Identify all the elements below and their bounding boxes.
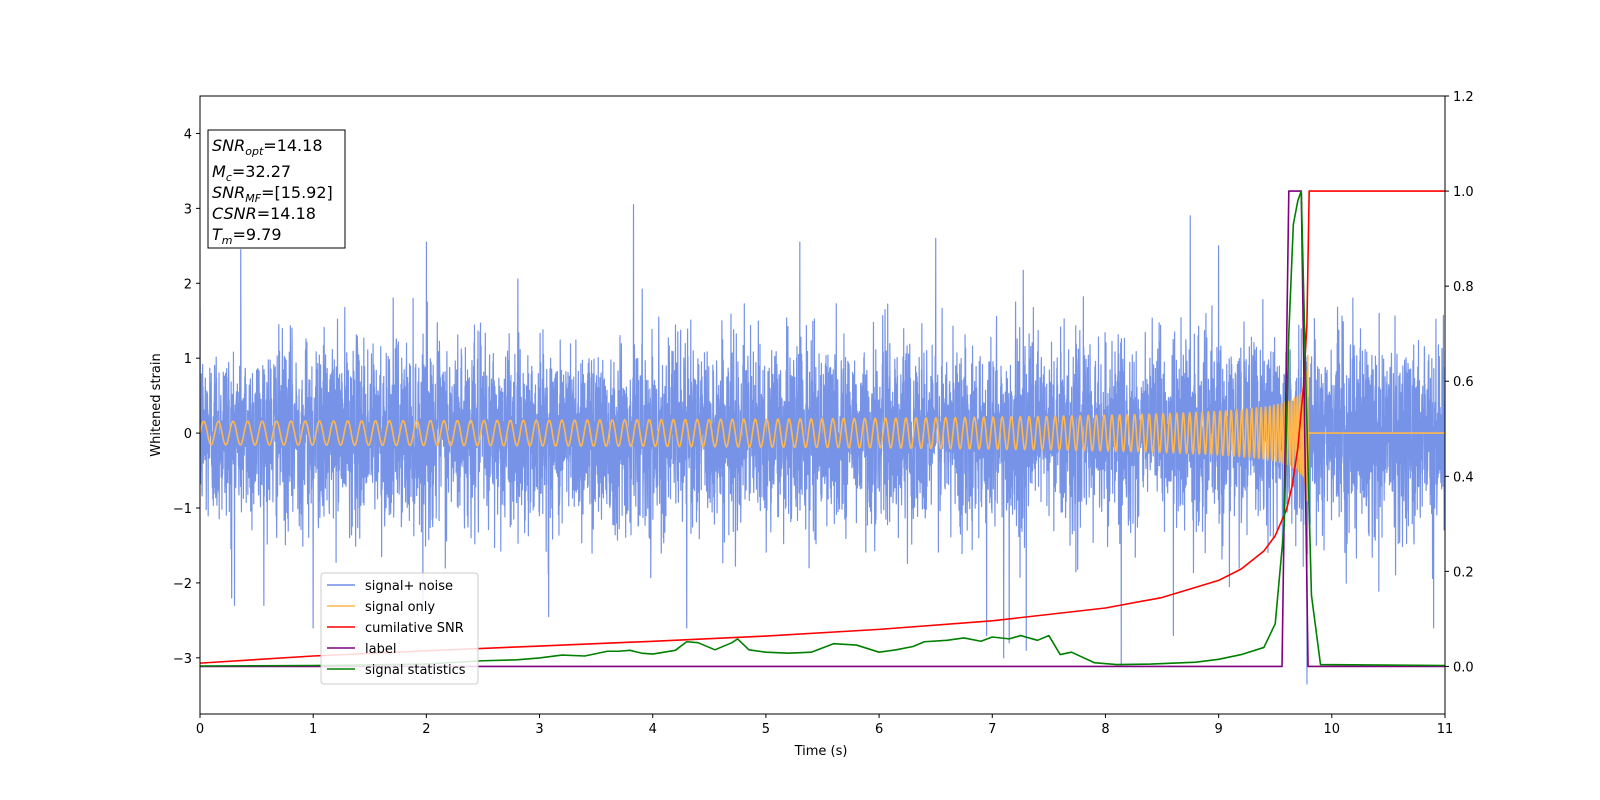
x-tick-label: 7 xyxy=(988,722,996,737)
y-axis-left: −3 −2 −1 0 1 2 3 4 xyxy=(173,127,200,667)
y-right-tick-label: 1.2 xyxy=(1453,90,1474,105)
series-line-signal-statistics xyxy=(200,190,1445,667)
y-left-tick-label: −2 xyxy=(173,577,192,592)
x-tick-label: 3 xyxy=(535,722,543,737)
legend-frame xyxy=(320,572,479,685)
y-left-tick-label: 0 xyxy=(184,427,192,442)
x-tick-label: 10 xyxy=(1324,722,1341,737)
legend-label-label: label xyxy=(365,642,396,657)
x-axis: 0 1 2 3 4 5 6 7 8 9 10 11 xyxy=(196,714,1453,737)
series-line-signal-noise xyxy=(200,204,1445,685)
x-tick-label: 4 xyxy=(649,722,657,737)
y-right-tick-label: 0.4 xyxy=(1453,470,1474,485)
x-tick-label: 5 xyxy=(762,722,770,737)
anno-csnr: CSNR=14.18 xyxy=(212,204,316,223)
y-left-tick-label: 3 xyxy=(184,202,192,217)
x-tick-label: 2 xyxy=(422,722,430,737)
x-tick-label: 11 xyxy=(1437,722,1454,737)
x-tick-label: 9 xyxy=(1214,722,1222,737)
plot-frame xyxy=(199,95,1446,715)
series-line-cumilative-snr xyxy=(200,190,1445,664)
x-tick-label: 6 xyxy=(875,722,883,737)
y-right-tick-label: 1.0 xyxy=(1453,185,1474,200)
anno-tm: Tm=9.79 xyxy=(212,225,282,247)
series-line-signal-only xyxy=(200,354,1445,502)
x-axis-label: Time (s) xyxy=(794,744,848,759)
y-left-tick-label: 4 xyxy=(184,127,192,142)
anno-mc: Mc=32.27 xyxy=(212,162,291,184)
legend-label-signal-noise: signal+ noise xyxy=(365,579,453,594)
y-left-tick-label: 1 xyxy=(184,352,192,367)
legend-label-signal-statistics: signal statistics xyxy=(365,663,466,678)
series-line-label xyxy=(200,190,1445,668)
y-axis-label: Whitened strain xyxy=(149,353,164,456)
y-right-tick-label: 0.2 xyxy=(1453,565,1474,580)
y-right-tick-label: 0.8 xyxy=(1453,280,1474,295)
annotation-frame xyxy=(207,129,346,249)
y-left-tick-label: −3 xyxy=(173,652,192,667)
x-tick-label: 0 xyxy=(196,722,204,737)
annotation-box: SNRopt=14.18 Mc=32.27 SNRMF=[15.92] CSNR… xyxy=(207,129,346,249)
y-left-tick-label: 2 xyxy=(184,277,192,292)
y-right-tick-label: 0.0 xyxy=(1453,660,1474,675)
legend: signal+ noise signal only cumilative SNR… xyxy=(320,572,479,685)
anno-snr-mf: SNRMF=[15.92] xyxy=(212,183,333,205)
y-right-tick-label: 0.6 xyxy=(1453,375,1474,390)
x-tick-label: 8 xyxy=(1101,722,1109,737)
x-tick-label: 1 xyxy=(309,722,317,737)
y-left-tick-label: −1 xyxy=(173,502,192,517)
anno-snr-opt: SNRopt=14.18 xyxy=(212,136,323,158)
y-axis-right: 0.0 0.2 0.4 0.6 0.8 1.0 1.2 xyxy=(1445,90,1474,675)
legend-label-signal-only: signal only xyxy=(365,600,435,615)
series-layer xyxy=(200,190,1445,685)
legend-label-cumulative-snr: cumilative SNR xyxy=(365,621,464,636)
